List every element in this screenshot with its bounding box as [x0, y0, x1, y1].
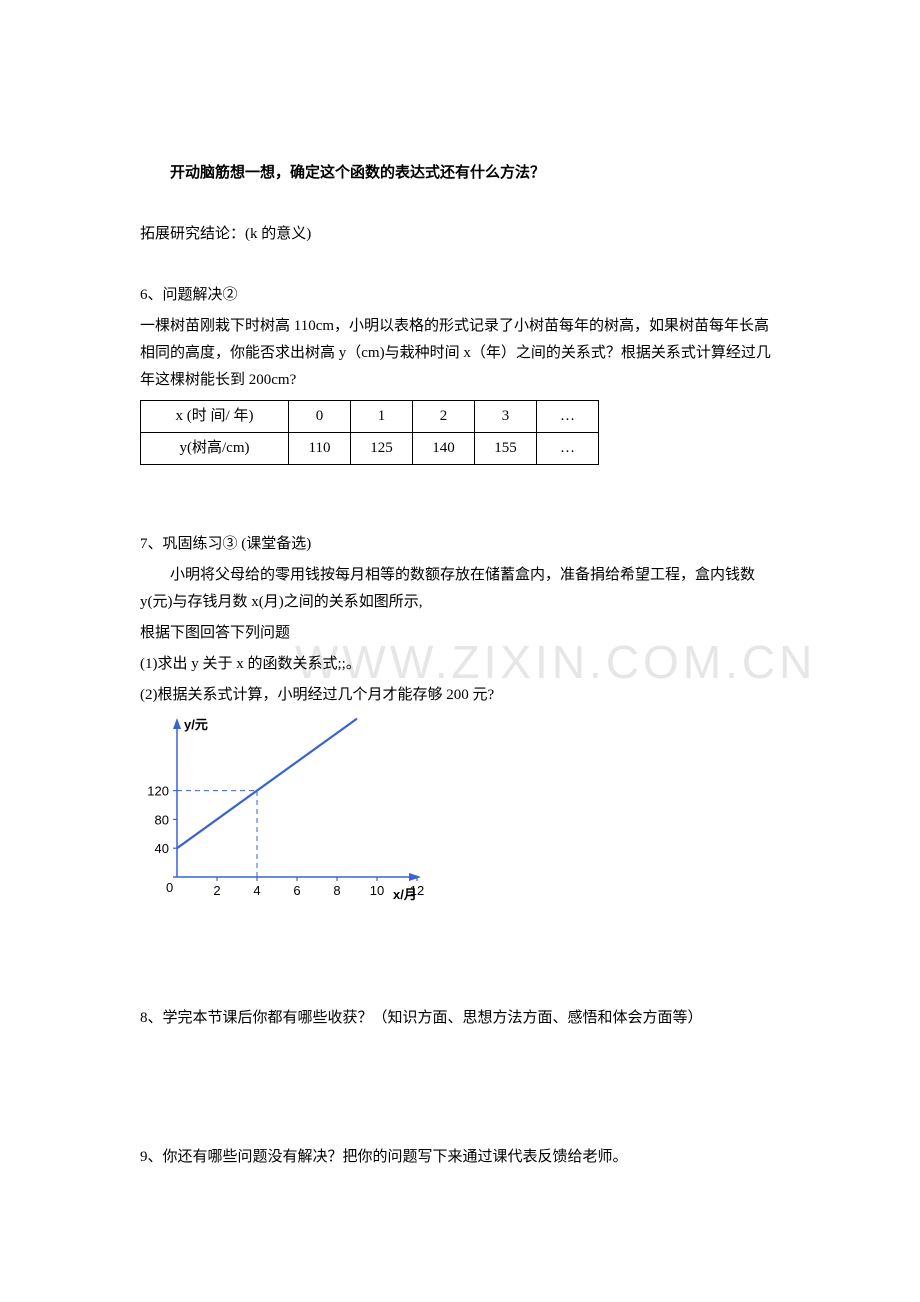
svg-text:0: 0	[166, 880, 173, 895]
table-cell: 125	[351, 433, 413, 465]
section7-p2: 根据下图回答下列问题	[140, 620, 782, 647]
table-cell: y(树高/cm)	[141, 433, 289, 465]
chart-svg: 4080120246810120y/元x/月	[137, 715, 427, 905]
svg-text:8: 8	[333, 883, 340, 898]
svg-text:6: 6	[293, 883, 300, 898]
table-cell: …	[537, 433, 599, 465]
table-cell: …	[537, 401, 599, 433]
svg-text:40: 40	[155, 841, 169, 856]
conclusion-text: 拓展研究结论：(k 的意义)	[140, 221, 782, 248]
table-cell: 110	[289, 433, 351, 465]
table-cell: 0	[289, 401, 351, 433]
data-table: x (时 间/ 年) 0 1 2 3 … y(树高/cm) 110 125 14…	[140, 400, 782, 465]
section7-title: 7、巩固练习③ (课堂备选)	[140, 531, 782, 558]
table-cell: x (时 间/ 年)	[141, 401, 289, 433]
document-content: 开动脑筋想一想，确定这个函数的表达式还有什么方法？ 拓展研究结论：(k 的意义)…	[140, 160, 782, 1171]
svg-text:x/月: x/月	[393, 887, 417, 902]
line-chart: 4080120246810120y/元x/月	[137, 715, 782, 915]
section6-problem: 一棵树苗刚栽下时树高 110cm，小明以表格的形式记录了小树苗每年的树高，如果树…	[140, 313, 782, 394]
section7-q2: (2)根据关系式计算，小明经过几个月才能存够 200 元?	[140, 682, 782, 709]
section6-title: 6、问题解决②	[140, 282, 782, 309]
section9-text: 9、你还有哪些问题没有解决？把你的问题写下来通过课代表反馈给老师。	[140, 1144, 782, 1171]
table-cell: 155	[475, 433, 537, 465]
table-row: y(树高/cm) 110 125 140 155 …	[141, 433, 599, 465]
svg-text:10: 10	[370, 883, 384, 898]
svg-text:120: 120	[147, 784, 169, 799]
svg-text:80: 80	[155, 812, 169, 827]
table-cell: 3	[475, 401, 537, 433]
svg-text:2: 2	[213, 883, 220, 898]
table-cell: 1	[351, 401, 413, 433]
instruction-bold: 开动脑筋想一想，确定这个函数的表达式还有什么方法？	[140, 160, 782, 187]
svg-text:y/元: y/元	[184, 717, 208, 732]
section7-q1: (1)求出 y 关于 x 的函数关系式;;。	[140, 651, 782, 678]
table-cell: 140	[413, 433, 475, 465]
table-row: x (时 间/ 年) 0 1 2 3 …	[141, 401, 599, 433]
section8-text: 8、学完本节课后你都有哪些收获？（知识方面、思想方法方面、感悟和体会方面等）	[140, 1005, 782, 1032]
table-cell: 2	[413, 401, 475, 433]
section7-p1: 小明将父母给的零用钱按每月相等的数额存放在储蓄盒内，准备捐给希望工程，盒内钱数y…	[140, 562, 782, 616]
svg-text:4: 4	[253, 883, 260, 898]
